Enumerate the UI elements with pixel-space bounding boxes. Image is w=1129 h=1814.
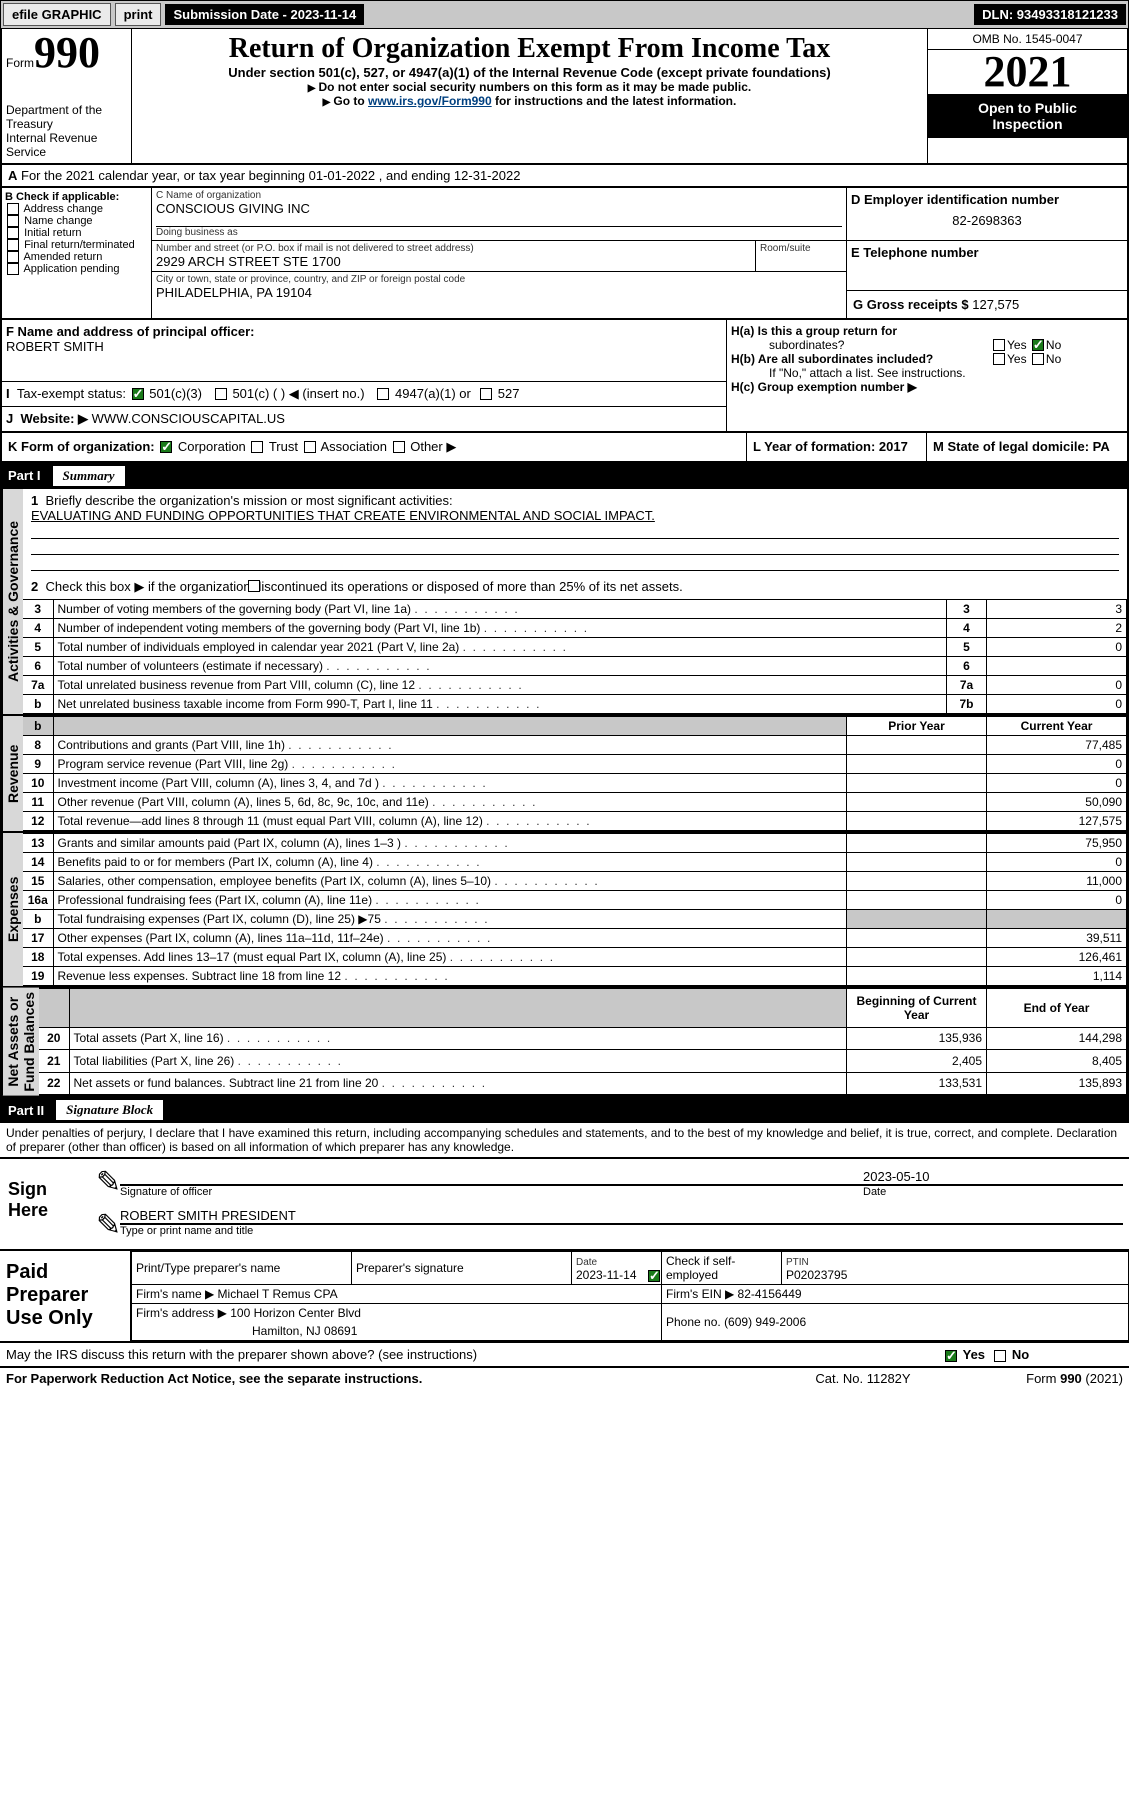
- line-a-text: For the 2021 calendar year, or tax year …: [21, 168, 520, 183]
- efile-label: efile GRAPHIC: [3, 3, 111, 26]
- netassets-table: Beginning of Current YearEnd of Year20To…: [39, 988, 1127, 1096]
- vert-revenue: Revenue: [2, 716, 23, 831]
- firm-addr2: Hamilton, NJ 08691: [132, 1322, 662, 1341]
- top-bar: efile GRAPHIC print Submission Date - 20…: [0, 0, 1129, 29]
- dept-treasury: Department of the Treasury: [6, 103, 127, 131]
- state-domicile: M State of legal domicile: PA: [933, 439, 1110, 454]
- app-pending-checkbox[interactable]: [7, 263, 19, 275]
- 501c-checkbox[interactable]: [215, 388, 227, 400]
- part1-header: Part I Summary: [0, 463, 1129, 489]
- form-word: Form: [6, 56, 34, 70]
- name-change-checkbox[interactable]: [7, 215, 19, 227]
- 527-checkbox[interactable]: [480, 388, 492, 400]
- hb-no-checkbox[interactable]: [1032, 353, 1044, 365]
- form-title: Return of Organization Exempt From Incom…: [136, 33, 923, 65]
- form-subtitle: Under section 501(c), 527, or 4947(a)(1)…: [136, 65, 923, 80]
- firm-phone: (609) 949-2006: [724, 1315, 806, 1329]
- irs-label: Internal Revenue Service: [6, 131, 127, 159]
- tax-year: 2021: [928, 50, 1127, 94]
- sign-here-label: Sign Here: [0, 1159, 90, 1249]
- 4947-checkbox[interactable]: [377, 388, 389, 400]
- pra-notice: For Paperwork Reduction Act Notice, see …: [6, 1371, 422, 1386]
- expenses-table: 13Grants and similar amounts paid (Part …: [23, 833, 1127, 986]
- submission-date: Submission Date - 2023-11-14: [165, 4, 364, 25]
- assoc-checkbox[interactable]: [304, 441, 316, 453]
- discontinued-checkbox[interactable]: [248, 580, 260, 592]
- initial-return-checkbox[interactable]: [7, 227, 19, 239]
- ha-no-checkbox[interactable]: [1032, 339, 1044, 351]
- 501c3-checkbox[interactable]: [132, 388, 144, 400]
- part2-header: Part II Signature Block: [0, 1097, 1129, 1123]
- gross-receipts: 127,575: [972, 297, 1019, 312]
- vert-expenses: Expenses: [2, 833, 23, 986]
- preparer-table: Print/Type preparer's name Preparer's si…: [131, 1251, 1129, 1341]
- mission-text: EVALUATING AND FUNDING OPPORTUNITIES THA…: [31, 508, 655, 523]
- sign-date: 2023-05-10: [863, 1169, 1123, 1184]
- revenue-table: bPrior YearCurrent Year8Contributions an…: [23, 716, 1127, 831]
- addr-change-checkbox[interactable]: [7, 203, 19, 215]
- discuss-no-checkbox[interactable]: [994, 1350, 1006, 1362]
- section-b: B Check if applicable: Address change Na…: [2, 188, 152, 318]
- ha-yes-checkbox[interactable]: [993, 339, 1005, 351]
- principal-officer: ROBERT SMITH: [6, 339, 104, 354]
- ptin: P02023795: [786, 1268, 847, 1282]
- org-name: CONSCIOUS GIVING INC: [156, 201, 842, 216]
- discuss-text: May the IRS discuss this return with the…: [6, 1347, 943, 1362]
- prep-date: 2023-11-14: [576, 1268, 637, 1282]
- line-a-label: A: [8, 168, 17, 183]
- form-header: Form990 Department of the Treasury Inter…: [0, 29, 1129, 165]
- other-checkbox[interactable]: [393, 441, 405, 453]
- firm-name: Michael T Remus CPA: [218, 1287, 338, 1301]
- print-button[interactable]: print: [115, 3, 162, 26]
- form-number: 990: [34, 28, 100, 77]
- corp-checkbox[interactable]: [160, 441, 172, 453]
- hb-yes-checkbox[interactable]: [993, 353, 1005, 365]
- pen-icon: ✎: [96, 1208, 120, 1243]
- self-employed-checkbox[interactable]: [648, 1270, 660, 1282]
- ein: 82-2698363: [851, 207, 1123, 234]
- amended-return-checkbox[interactable]: [7, 251, 19, 263]
- cat-no: Cat. No. 11282Y: [763, 1371, 963, 1386]
- paid-preparer-label: Paid Preparer Use Only: [0, 1251, 130, 1341]
- firm-addr1: 100 Horizon Center Blvd: [230, 1306, 361, 1320]
- instructions-link[interactable]: www.irs.gov/Form990: [368, 94, 492, 108]
- dln-label: DLN: 93493318121233: [974, 4, 1126, 25]
- city-address: PHILADELPHIA, PA 19104: [156, 285, 842, 300]
- final-return-checkbox[interactable]: [7, 239, 19, 251]
- form-footer: Form 990 (2021): [963, 1371, 1123, 1386]
- discuss-yes-checkbox[interactable]: [945, 1350, 957, 1362]
- ssn-warning: Do not enter social security numbers on …: [136, 80, 923, 94]
- vert-activities: Activities & Governance: [2, 489, 23, 714]
- vert-netassets: Net Assets or Fund Balances: [2, 988, 39, 1096]
- street-address: 2929 ARCH STREET STE 1700: [156, 254, 751, 269]
- officer-name: ROBERT SMITH PRESIDENT: [120, 1208, 1123, 1225]
- pen-icon: ✎: [96, 1165, 120, 1200]
- penalties-text: Under penalties of perjury, I declare th…: [0, 1123, 1129, 1159]
- governance-table: 3Number of voting members of the governi…: [23, 599, 1127, 714]
- website: WWW.CONSCIOUSCAPITAL.US: [92, 411, 285, 426]
- year-formation: L Year of formation: 2017: [753, 439, 908, 454]
- firm-ein: 82-4156449: [738, 1287, 802, 1301]
- trust-checkbox[interactable]: [251, 441, 263, 453]
